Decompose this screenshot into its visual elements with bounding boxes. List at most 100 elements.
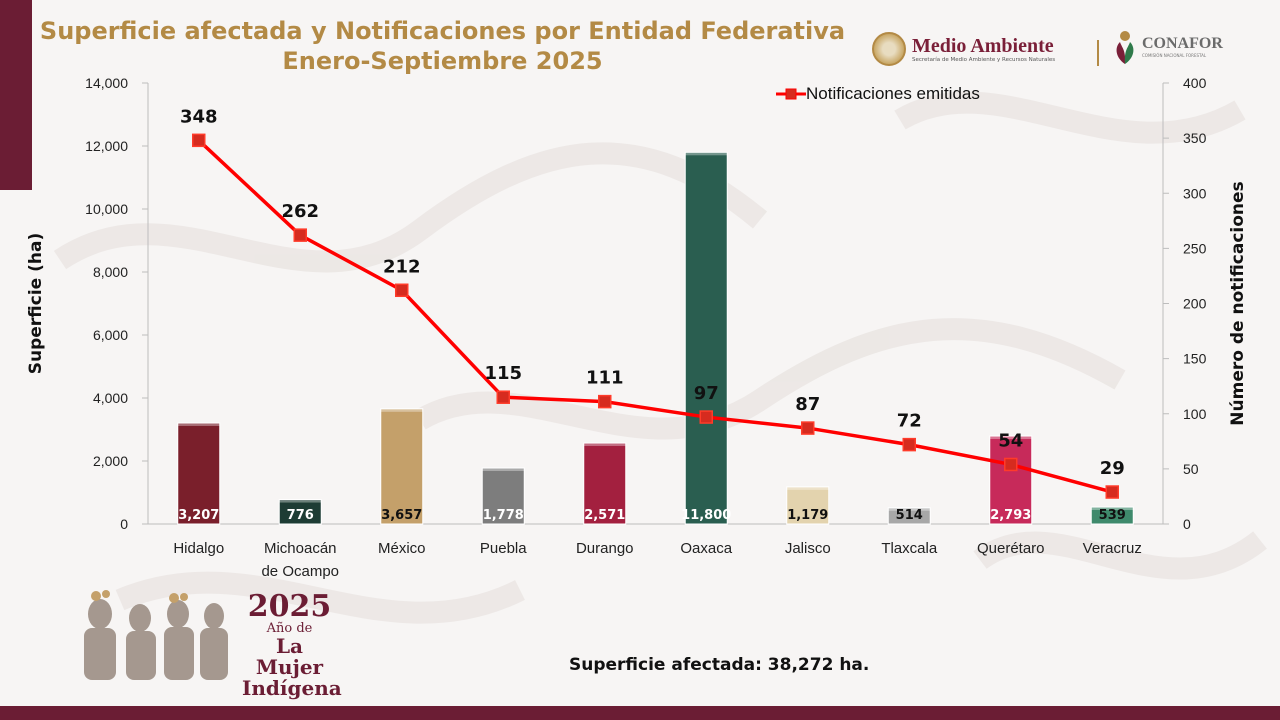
- line-point: [801, 421, 815, 435]
- x-tick-label: Tlaxcala: [881, 540, 938, 557]
- line-data-label: 262: [281, 201, 319, 222]
- legend-label: Notificaciones emitidas: [806, 84, 980, 103]
- y2-tick-label: 250: [1183, 240, 1207, 256]
- line-data-label: 97: [694, 383, 719, 404]
- indigenous-women-illustration-icon: [84, 590, 228, 680]
- y-tick-label: 0: [120, 516, 128, 532]
- line-point: [293, 228, 307, 242]
- bar-highlight: [989, 436, 1032, 440]
- y-tick-label: 4,000: [93, 390, 128, 406]
- conafor-tree-icon: [1116, 31, 1134, 64]
- y-axis-title: Superficie (ha): [26, 233, 46, 375]
- bottom-band: [0, 706, 1280, 720]
- x-tick-label: México: [378, 540, 426, 557]
- line-data-label: 111: [586, 368, 624, 389]
- line-data-label: 348: [180, 106, 218, 127]
- x-tick-label: Veracruz: [1083, 540, 1142, 557]
- bar-value-label: 2,793: [990, 508, 1031, 523]
- line-data-label: 212: [383, 256, 421, 277]
- y-tick-label: 10,000: [85, 201, 128, 217]
- bar: [1090, 506, 1134, 525]
- bar-highlight: [583, 443, 626, 447]
- bar: [278, 499, 322, 525]
- line-point: [192, 133, 206, 148]
- bar-value-label: 11,800: [681, 508, 731, 523]
- conafor-name: CONAFOR: [1142, 35, 1223, 52]
- logo-separator: [1097, 40, 1099, 66]
- line-point: [1004, 457, 1018, 472]
- chart-area: 0 2,000 4,000 6,000 8,000 10,000 12,000 14,000 0…: [26, 75, 1248, 580]
- line-data-label: 29: [1100, 458, 1125, 479]
- bar-highlight: [380, 408, 423, 412]
- year-number: 2025: [247, 589, 332, 624]
- total-surface-text: Superficie afectada: 38,272 ha.: [569, 655, 870, 675]
- y2-axis-title: Número de notificaciones: [1228, 181, 1248, 425]
- y2-tick-label: 100: [1183, 406, 1207, 422]
- x-tick-label: Michoacán: [264, 540, 337, 557]
- y2-tick-label: 200: [1183, 296, 1207, 312]
- x-tick-label: Querétaro: [977, 540, 1045, 557]
- line-point: [1105, 485, 1119, 499]
- y2-tick-label: 150: [1183, 351, 1207, 367]
- bar-value-label: 2,571: [584, 508, 625, 523]
- y2-tick-label: 350: [1183, 130, 1207, 146]
- bar: [380, 408, 424, 525]
- line-point: [598, 394, 612, 409]
- y-tick-label: 8,000: [93, 264, 128, 280]
- bar-highlight: [279, 499, 322, 503]
- conafor-subtitle: COMISIÓN NACIONAL FORESTAL: [1142, 53, 1207, 58]
- medio-ambiente-subtitle: Secretaría de Medio Ambiente y Recursos …: [912, 56, 1056, 63]
- chart-title: Superficie afectada y Notificaciones por…: [0, 16, 885, 76]
- y2-tick-label: 300: [1183, 185, 1207, 201]
- x-tick-label: Oaxaca: [680, 540, 732, 557]
- line-data-label: 87: [795, 394, 820, 415]
- y-tick-label: 12,000: [85, 138, 128, 154]
- line-point: [395, 283, 409, 298]
- bar-value-label: 1,778: [483, 508, 524, 523]
- x-tick-label: Durango: [576, 540, 634, 557]
- line-data-label: 115: [484, 363, 522, 384]
- mujer-indigena-logo: 2025 Año de La Mujer Indígena: [72, 584, 342, 699]
- bar-highlight: [888, 507, 931, 511]
- year-line-3: Indígena: [242, 676, 342, 700]
- year-sub: Año de: [266, 621, 313, 636]
- bar-highlight: [685, 152, 728, 156]
- notifications-line: [197, 139, 1113, 494]
- bar-value-label: 776: [287, 508, 314, 523]
- y-tick-label: 6,000: [93, 327, 128, 343]
- bar-highlight: [482, 467, 525, 471]
- bar-value-label: 3,207: [178, 508, 219, 523]
- line-data-label: 72: [897, 411, 922, 432]
- bar-value-label: 514: [896, 508, 923, 523]
- bar: [887, 507, 931, 525]
- medio-ambiente-logo: Medio Ambiente Secretaría de Medio Ambie…: [872, 32, 1055, 66]
- bar: [481, 467, 525, 525]
- legend-line-marker-icon: [776, 88, 806, 100]
- y-tick-label: 2,000: [93, 453, 128, 469]
- bar-value-label: 3,657: [381, 508, 422, 523]
- medio-ambiente-name: Medio Ambiente: [912, 34, 1054, 57]
- chart-legend: Notificaciones emitidas: [776, 84, 980, 104]
- bar: [989, 435, 1033, 525]
- year-line-2: La Mujer: [255, 634, 324, 679]
- x-tick-label: Hidalgo: [173, 540, 224, 557]
- title-line-1: Superficie afectada y Notificaciones por…: [39, 17, 846, 45]
- line-data-label: 54: [998, 430, 1023, 451]
- bar: [177, 422, 221, 525]
- y-tick-label: 14,000: [85, 75, 128, 91]
- line-point: [902, 437, 916, 452]
- x-tick-label: Puebla: [480, 540, 527, 557]
- bar-highlight: [177, 422, 220, 426]
- left-accent-tab: [0, 0, 32, 190]
- x-tick-label: de Ocampo: [261, 563, 339, 580]
- title-line-2: Enero-Septiembre 2025: [282, 47, 603, 75]
- bar: [684, 151, 728, 525]
- y2-tick-label: 400: [1183, 75, 1207, 91]
- bar: [583, 442, 627, 525]
- y2-tick-label: 0: [1183, 516, 1191, 532]
- x-tick-label: Jalisco: [785, 540, 831, 557]
- bar-value-label: 1,179: [787, 508, 828, 523]
- bar-highlight: [1091, 507, 1134, 511]
- bar: [786, 486, 830, 525]
- bar-highlight: [786, 486, 829, 490]
